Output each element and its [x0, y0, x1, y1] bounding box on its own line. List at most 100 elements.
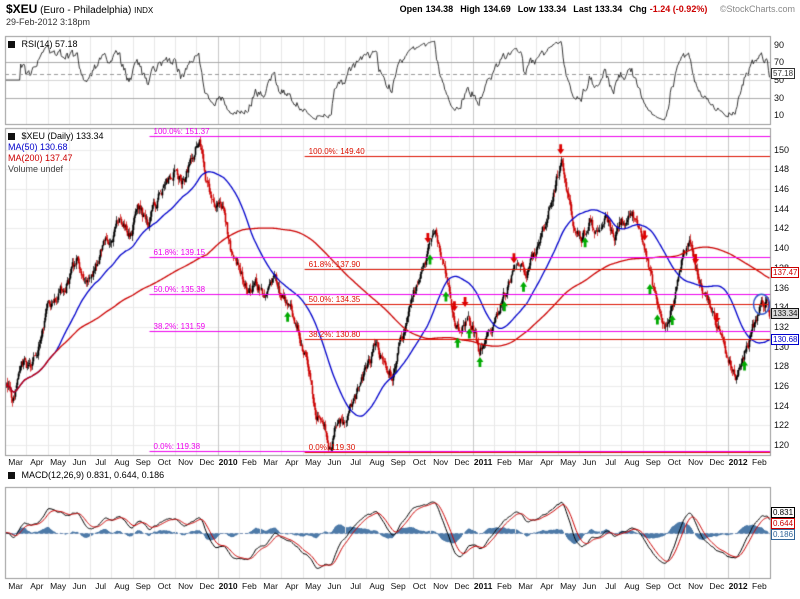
macd-legend: MACD(12,26,9) 0.831, 0.644, 0.186: [8, 470, 164, 480]
fib-label-red: 50.0%: 134.35: [308, 294, 361, 304]
quote-label: High: [460, 4, 481, 14]
x-axis-label: Nov: [433, 457, 449, 467]
quote-value: 134.38: [425, 4, 454, 14]
rsi-axis-tick: 50: [774, 75, 785, 85]
x-axis-label: 2012: [728, 457, 748, 467]
x-axis-label: Jun: [582, 457, 597, 467]
x-axis-label: May: [560, 581, 577, 591]
quote-label: Chg: [629, 4, 647, 14]
price-axis-tick: 148: [774, 164, 790, 175]
fib-label-magenta: 38.2%: 131.59: [153, 321, 206, 331]
x-axis-label: Mar: [518, 457, 533, 467]
x-axis-label: Dec: [199, 457, 215, 467]
fib-label-magenta: 0.0%: 119.38: [153, 441, 201, 451]
price-axis-tick: 126: [774, 381, 790, 392]
x-axis-label: Jul: [95, 581, 107, 591]
x-axis-label: Oct: [667, 457, 681, 467]
x-axis-label: Sep: [645, 457, 661, 467]
x-axis-label: Jul: [350, 581, 362, 591]
price-legend: $XEU (Daily) 133.34: [8, 131, 104, 141]
fib-label-red: 0.0%: 119.30: [308, 442, 356, 452]
rsi-axis-tick: 30: [774, 92, 785, 103]
fib-label-red: 100.0%: 149.40: [308, 146, 365, 156]
price-axis-tick: 124: [774, 400, 790, 411]
rsi-axis-tick: 10: [774, 110, 785, 121]
x-axis-label: Mar: [263, 457, 278, 467]
x-axis-label: Aug: [624, 457, 640, 467]
rsi-axis-tick: 70: [774, 57, 785, 68]
chart-datetime: 29-Feb-2012 3:18pm: [6, 17, 91, 27]
x-axis-label: Dec: [709, 581, 725, 591]
x-axis-label: Apr: [285, 581, 299, 591]
x-axis-label: Dec: [199, 581, 215, 591]
x-axis-label: Oct: [412, 581, 426, 591]
fib-label-magenta: 100.0%: 151.37: [153, 126, 210, 136]
price-axis-tick: 134: [774, 302, 789, 312]
x-axis-label: Mar: [8, 581, 23, 591]
x-axis-label: Feb: [242, 457, 257, 467]
symbol-name: (Euro - Philadelphia): [40, 5, 132, 16]
x-axis-label: Apr: [30, 581, 44, 591]
x-axis-label: Dec: [709, 457, 725, 467]
ticker-symbol: $XEU: [6, 2, 38, 16]
chart-title: $XEU (Euro - Philadelphia) INDX: [6, 2, 153, 16]
price-axis-tick: 150: [774, 144, 790, 155]
price-legend-label: $XEU (Daily) 133.34: [21, 131, 104, 141]
x-axis-label: Feb: [752, 581, 767, 591]
price-axis-tick: 140: [774, 243, 790, 254]
x-axis-label: Aug: [369, 457, 385, 467]
macd-value-box: 0.186: [771, 528, 796, 540]
x-axis-label: Dec: [454, 457, 470, 467]
x-axis-label: Jun: [72, 457, 87, 467]
quote-value: 134.69: [483, 4, 511, 14]
rsi-legend: RSI(14) 57.18: [8, 39, 78, 49]
ma50-legend-label: MA(50) 130.68: [8, 142, 68, 152]
x-axis-label: Mar: [263, 581, 278, 591]
price-axis-tick: 136: [774, 282, 790, 293]
x-axis-label: 2010: [218, 457, 238, 467]
x-axis-label: Sep: [390, 457, 406, 467]
price-axis-tick: 142: [774, 223, 790, 234]
fib-label-red: 38.2%: 130.80: [308, 329, 361, 339]
price-swatch-icon: [8, 133, 15, 140]
header-left: $XEU (Euro - Philadelphia) INDX 29-Feb-2…: [6, 2, 153, 27]
fib-label-magenta: 61.8%: 139.15: [153, 247, 206, 257]
x-axis-label: Sep: [390, 581, 406, 591]
ma200-legend-label: MA(200) 137.47: [8, 153, 73, 163]
x-axis-label: Dec: [454, 581, 470, 591]
price-value-box: 133.34: [771, 307, 800, 319]
macd-value-box: 0.831: [771, 506, 796, 518]
x-axis-label: Nov: [433, 581, 449, 591]
x-axis-label: Mar: [518, 581, 533, 591]
x-axis-label: Feb: [752, 457, 767, 467]
x-axis-label: Apr: [285, 457, 299, 467]
quote-value: 133.34: [594, 4, 623, 14]
x-axis-label: Jun: [327, 581, 342, 591]
price-value-box: 130.68: [771, 333, 800, 345]
macd-legend-label: MACD(12,26,9) 0.831, 0.644, 0.186: [21, 470, 165, 480]
x-axis-label: Nov: [178, 457, 194, 467]
x-axis-label: Jul: [605, 581, 617, 591]
price-axis-tick: 120: [774, 440, 790, 451]
x-axis-label: Apr: [30, 457, 44, 467]
exchange-label: INDX: [134, 6, 154, 15]
copyright-label: ©StockCharts.com: [719, 4, 795, 14]
price-axis-tick: 132: [774, 321, 790, 332]
price-axis-tick: 130: [774, 341, 790, 352]
quote-value: 133.34: [538, 4, 567, 14]
x-axis-label: Apr: [540, 581, 554, 591]
x-axis-label: 2011: [473, 457, 493, 467]
x-axis-label: Apr: [540, 457, 554, 467]
x-axis-label: Oct: [667, 581, 681, 591]
x-axis-label: Sep: [135, 457, 151, 467]
x-axis-label: Feb: [497, 581, 512, 591]
rsi-value-box: 57.18: [771, 67, 796, 79]
x-axis-label: Oct: [157, 581, 171, 591]
macd-swatch-icon: [8, 472, 15, 479]
x-axis-label: Jun: [327, 457, 342, 467]
x-axis-label: 2012: [728, 581, 748, 591]
fib-label-red: 61.8%: 137.90: [308, 259, 361, 269]
price-axis-tick: 128: [774, 361, 790, 372]
